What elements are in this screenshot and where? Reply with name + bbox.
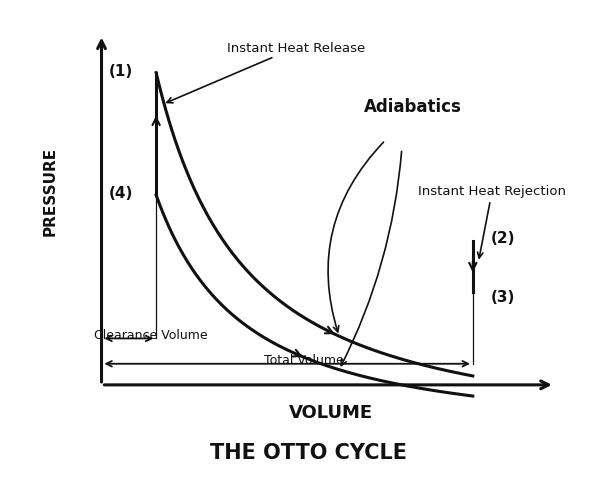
Text: Clearance Volume: Clearance Volume xyxy=(94,328,208,341)
Text: (4): (4) xyxy=(109,186,133,201)
Text: (2): (2) xyxy=(491,230,515,245)
Text: VOLUME: VOLUME xyxy=(289,404,373,422)
Text: Adiabatics: Adiabatics xyxy=(364,98,461,116)
Text: Instant Heat Rejection: Instant Heat Rejection xyxy=(418,185,566,258)
Text: THE OTTO CYCLE: THE OTTO CYCLE xyxy=(211,442,407,462)
Text: (3): (3) xyxy=(491,289,515,304)
Text: (1): (1) xyxy=(109,64,133,79)
Text: Instant Heat Release: Instant Heat Release xyxy=(167,42,365,104)
Text: Total Volume: Total Volume xyxy=(263,353,343,366)
Text: PRESSURE: PRESSURE xyxy=(42,147,57,236)
